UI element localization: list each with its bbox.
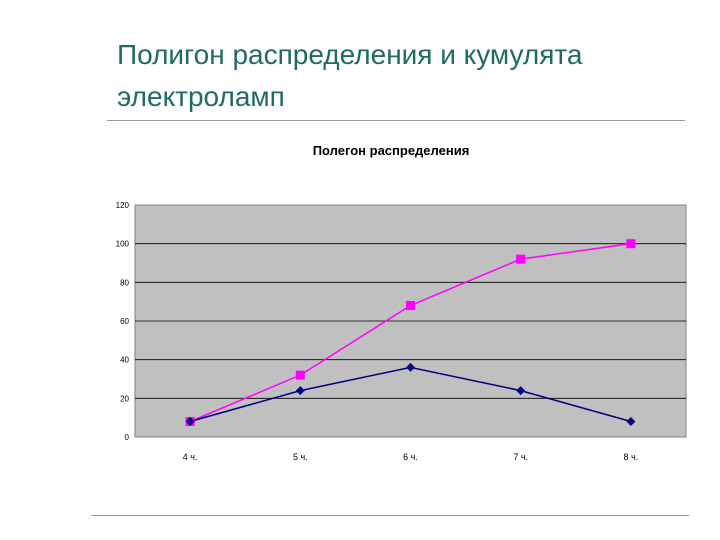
x-tick-label: 6 ч. [403,452,418,462]
x-tick-label: 4 ч. [183,452,198,462]
y-tick-label: 60 [120,317,129,326]
series-2-point [185,417,195,427]
x-tick-label: 5 ч. [293,452,308,462]
series-2-point [516,386,526,396]
line-chart: Полегон распределения 0 20 40 60 80 100 120 4 … [116,143,687,462]
series-1-point [626,239,636,249]
y-tick-label: 80 [120,278,129,287]
y-tick-label: 20 [120,394,129,403]
slide-title: Полигон распределения и кумулята электро… [117,39,583,112]
y-tick-label: 100 [116,240,130,249]
series-1-point [295,370,305,380]
y-tick-label: 0 [125,433,130,442]
y-tick-label: 40 [120,356,129,365]
series-2-point [626,417,636,427]
y-tick-label: 120 [116,201,130,210]
title-divider [107,120,685,121]
series-1-point [516,254,526,264]
chart-frame: Полегон распределения 0 20 40 60 80 100 120 4 … [91,122,689,514]
bottom-divider [91,515,689,516]
chart-title: Полегон распределения [313,143,470,158]
series-2-point [295,386,305,396]
x-tick-label: 7 ч. [513,452,528,462]
x-tick-label: 8 ч. [624,452,639,462]
series-1-point [406,301,415,311]
series-2-point [406,362,415,372]
